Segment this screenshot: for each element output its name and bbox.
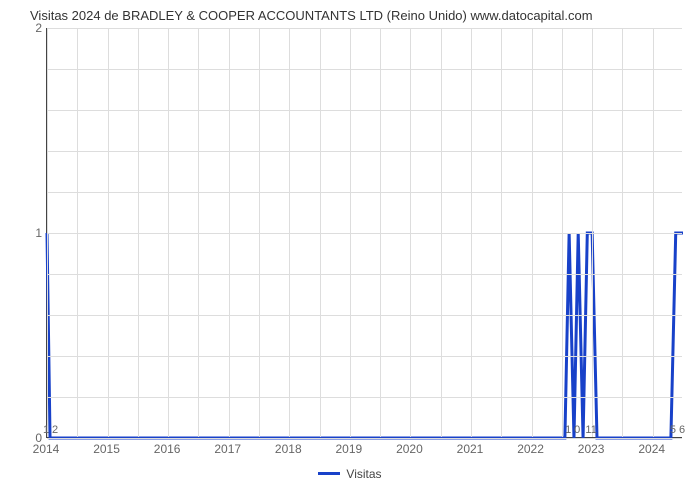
x-tick-label: 2015 <box>93 442 120 456</box>
chart-title: Visitas 2024 de BRADLEY & COOPER ACCOUNT… <box>30 8 593 23</box>
gridline-h-minor <box>47 274 682 275</box>
gridline-h-minor <box>47 192 682 193</box>
data-point-label: 11 <box>585 424 596 436</box>
data-point-label: 6 <box>679 424 685 436</box>
gridline-h-minor <box>47 315 682 316</box>
x-tick-label: 2014 <box>33 442 60 456</box>
gridline-h-minor <box>47 69 682 70</box>
plot-area <box>46 28 682 438</box>
gridline-h-minor <box>47 397 682 398</box>
x-tick-label: 2018 <box>275 442 302 456</box>
data-point-label: 1 <box>565 424 571 436</box>
x-tick-label: 2016 <box>154 442 181 456</box>
legend-swatch <box>318 472 340 475</box>
gridline-h-minor <box>47 151 682 152</box>
gridline-h-minor <box>47 110 682 111</box>
gridline-h <box>47 438 682 439</box>
x-tick-label: 2023 <box>578 442 605 456</box>
x-tick-label: 2017 <box>214 442 241 456</box>
legend-label: Visitas <box>346 467 381 481</box>
gridline-h <box>47 233 682 234</box>
legend: Visitas <box>0 466 700 481</box>
x-tick-label: 2022 <box>517 442 544 456</box>
data-point-label: 5 <box>670 424 676 436</box>
data-point-label: 2 <box>52 424 58 436</box>
data-point-label: 0 <box>574 424 580 436</box>
x-tick-label: 2021 <box>457 442 484 456</box>
data-point-label: 1 <box>43 424 49 436</box>
gridline-h <box>47 28 682 29</box>
y-tick-label: 1 <box>35 226 42 240</box>
x-tick-label: 2019 <box>335 442 362 456</box>
x-tick-label: 2020 <box>396 442 423 456</box>
gridline-h-minor <box>47 356 682 357</box>
y-tick-label: 2 <box>35 21 42 35</box>
x-tick-label: 2024 <box>638 442 665 456</box>
